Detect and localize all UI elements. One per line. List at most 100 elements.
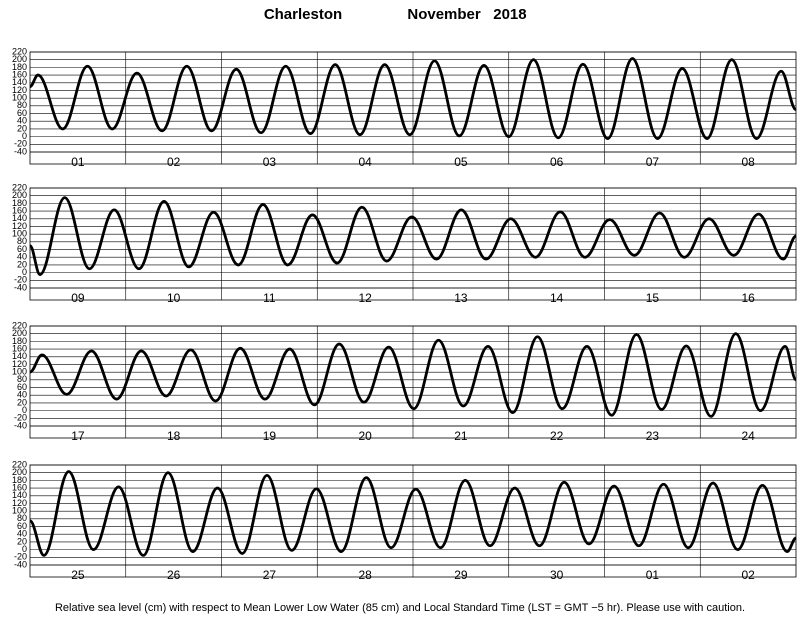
y-tick-label: 100 — [12, 93, 27, 103]
y-tick-label: 160 — [12, 343, 27, 353]
y-tick-label: 0 — [22, 267, 27, 277]
y-tick-label: 220 — [12, 320, 27, 330]
footnote: Relative sea level (cm) with respect to … — [55, 602, 745, 614]
y-tick-label: 120 — [12, 221, 27, 231]
y-tick-label: -40 — [14, 559, 27, 569]
day-label: 15 — [646, 291, 660, 305]
y-tick-label: 200 — [12, 328, 27, 338]
day-label: 02 — [167, 155, 181, 169]
y-tick-label: 60 — [17, 108, 27, 118]
day-label: 10 — [167, 291, 181, 305]
y-tick-label: 120 — [12, 498, 27, 508]
day-label: 05 — [454, 155, 468, 169]
y-tick-label: 160 — [12, 205, 27, 215]
y-tick-label: 0 — [22, 405, 27, 415]
y-tick-label: 180 — [12, 198, 27, 208]
day-label: 22 — [550, 429, 564, 443]
day-label: 01 — [71, 155, 85, 169]
y-tick-label: 140 — [12, 77, 27, 87]
plot-frame — [29, 187, 797, 301]
y-tick-label: 60 — [17, 521, 27, 531]
y-tick-label: 100 — [12, 229, 27, 239]
day-label: 18 — [167, 429, 181, 443]
y-tick-label: 60 — [17, 382, 27, 392]
day-label: 01 — [646, 568, 660, 582]
day-label: 26 — [167, 568, 181, 582]
y-tick-label: 100 — [12, 506, 27, 516]
y-tick-label: 0 — [22, 131, 27, 141]
day-label: 02 — [741, 568, 755, 582]
day-label: 28 — [358, 568, 372, 582]
y-tick-label: -40 — [14, 420, 27, 430]
y-tick-label: 180 — [12, 475, 27, 485]
day-label: 20 — [358, 429, 372, 443]
y-tick-label: 200 — [12, 190, 27, 200]
y-tick-label: 180 — [12, 336, 27, 346]
tide-line — [30, 196, 796, 276]
tide-line — [30, 57, 796, 140]
y-tick-label: 40 — [17, 116, 27, 126]
y-tick-label: -20 — [14, 139, 27, 149]
day-label: 23 — [646, 429, 660, 443]
day-label: 14 — [550, 291, 564, 305]
y-tick-label: 60 — [17, 244, 27, 254]
y-tick-label: 40 — [17, 529, 27, 539]
y-tick-label: 180 — [12, 62, 27, 72]
y-tick-label: 140 — [12, 213, 27, 223]
y-tick-label: 0 — [22, 544, 27, 554]
y-tick-label: -40 — [14, 282, 27, 292]
day-label: 19 — [263, 429, 277, 443]
y-tick-label: 20 — [17, 123, 27, 133]
y-tick-label: 220 — [12, 46, 27, 56]
day-label: 04 — [358, 155, 372, 169]
y-tick-label: 20 — [17, 536, 27, 546]
day-label: 25 — [71, 568, 85, 582]
y-tick-label: 20 — [17, 397, 27, 407]
day-label: 03 — [263, 155, 277, 169]
day-label: 12 — [358, 291, 372, 305]
day-label: 06 — [550, 155, 564, 169]
day-label: 27 — [263, 568, 277, 582]
day-label: 21 — [454, 429, 468, 443]
day-label: 16 — [741, 291, 755, 305]
y-tick-label: 80 — [17, 374, 27, 384]
y-tick-label: -20 — [14, 413, 27, 423]
day-label: 24 — [741, 429, 755, 443]
y-tick-label: 120 — [12, 359, 27, 369]
y-tick-label: 40 — [17, 390, 27, 400]
y-tick-label: 200 — [12, 54, 27, 64]
day-label: 08 — [741, 155, 755, 169]
y-tick-label: 20 — [17, 259, 27, 269]
y-tick-label: 160 — [12, 69, 27, 79]
y-tick-label: 120 — [12, 85, 27, 95]
day-label: 29 — [454, 568, 468, 582]
tide-line — [30, 470, 796, 557]
y-tick-label: -20 — [14, 552, 27, 562]
y-tick-label: 220 — [12, 459, 27, 469]
day-label: 09 — [71, 291, 85, 305]
day-label: 17 — [71, 429, 85, 443]
day-label: 07 — [646, 155, 660, 169]
day-label: 30 — [550, 568, 564, 582]
day-label: 13 — [454, 291, 468, 305]
plot-frame — [29, 51, 797, 165]
y-tick-label: 220 — [12, 182, 27, 192]
y-tick-label: 140 — [12, 351, 27, 361]
y-tick-label: -20 — [14, 275, 27, 285]
y-tick-label: 80 — [17, 236, 27, 246]
y-tick-label: 100 — [12, 367, 27, 377]
title-place: Charleston — [264, 6, 342, 23]
day-label: 11 — [263, 291, 276, 305]
y-tick-label: 140 — [12, 490, 27, 500]
y-tick-label: 160 — [12, 482, 27, 492]
y-tick-label: 80 — [17, 100, 27, 110]
plot-frame — [29, 325, 797, 439]
y-tick-label: 200 — [12, 467, 27, 477]
y-tick-label: -40 — [14, 146, 27, 156]
y-tick-label: 80 — [17, 513, 27, 523]
